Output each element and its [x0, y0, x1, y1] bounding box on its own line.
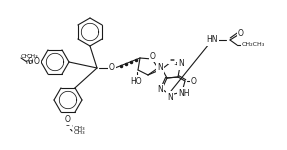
Text: NH: NH — [178, 88, 190, 98]
Text: CH₃: CH₃ — [74, 126, 86, 130]
Text: N: N — [178, 60, 184, 69]
Text: N: N — [157, 63, 163, 72]
Text: N: N — [167, 93, 173, 102]
Text: HO: HO — [130, 76, 142, 85]
Text: CH₃: CH₃ — [20, 54, 32, 60]
Text: O: O — [109, 63, 115, 72]
Text: =: = — [169, 58, 174, 63]
Text: O: O — [28, 57, 34, 66]
Text: O: O — [191, 76, 197, 85]
Text: O: O — [65, 115, 71, 124]
Text: CH₃: CH₃ — [74, 130, 86, 135]
Text: O: O — [150, 52, 156, 61]
Text: O: O — [32, 57, 38, 66]
Text: mO: mO — [25, 59, 37, 65]
Text: HN: HN — [206, 36, 218, 45]
Text: O: O — [65, 118, 71, 127]
Text: CH₃: CH₃ — [26, 54, 38, 60]
Text: O: O — [34, 57, 40, 66]
Text: CH₂CH₃: CH₂CH₃ — [242, 42, 265, 46]
Text: N: N — [157, 85, 163, 94]
Text: O: O — [238, 28, 244, 38]
Text: =: = — [170, 58, 174, 63]
